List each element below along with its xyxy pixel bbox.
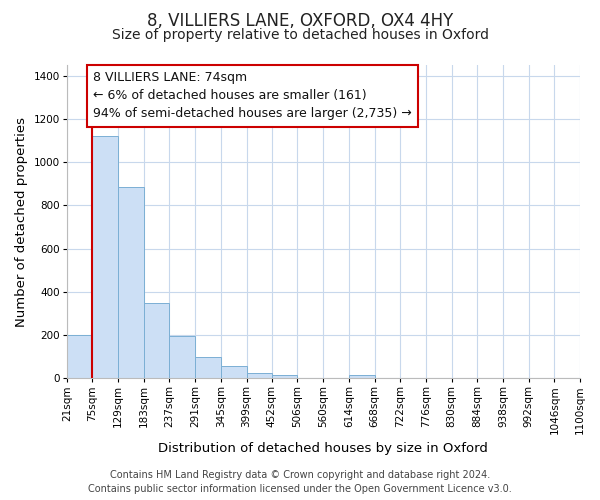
Text: Size of property relative to detached houses in Oxford: Size of property relative to detached ho… <box>112 28 488 42</box>
Bar <box>144 302 169 378</box>
Text: 8, VILLIERS LANE, OXFORD, OX4 4HY: 8, VILLIERS LANE, OXFORD, OX4 4HY <box>147 12 453 30</box>
Bar <box>67 335 92 378</box>
Text: Contains HM Land Registry data © Crown copyright and database right 2024.
Contai: Contains HM Land Registry data © Crown c… <box>88 470 512 494</box>
Bar <box>92 136 118 378</box>
X-axis label: Distribution of detached houses by size in Oxford: Distribution of detached houses by size … <box>158 442 488 455</box>
Y-axis label: Number of detached properties: Number of detached properties <box>15 116 28 326</box>
Bar <box>272 375 298 378</box>
Bar <box>195 356 221 378</box>
Text: 8 VILLIERS LANE: 74sqm
← 6% of detached houses are smaller (161)
94% of semi-det: 8 VILLIERS LANE: 74sqm ← 6% of detached … <box>94 72 412 120</box>
Bar <box>118 187 144 378</box>
Bar <box>169 336 195 378</box>
Bar <box>349 376 374 378</box>
Bar <box>247 372 272 378</box>
Bar <box>221 366 247 378</box>
